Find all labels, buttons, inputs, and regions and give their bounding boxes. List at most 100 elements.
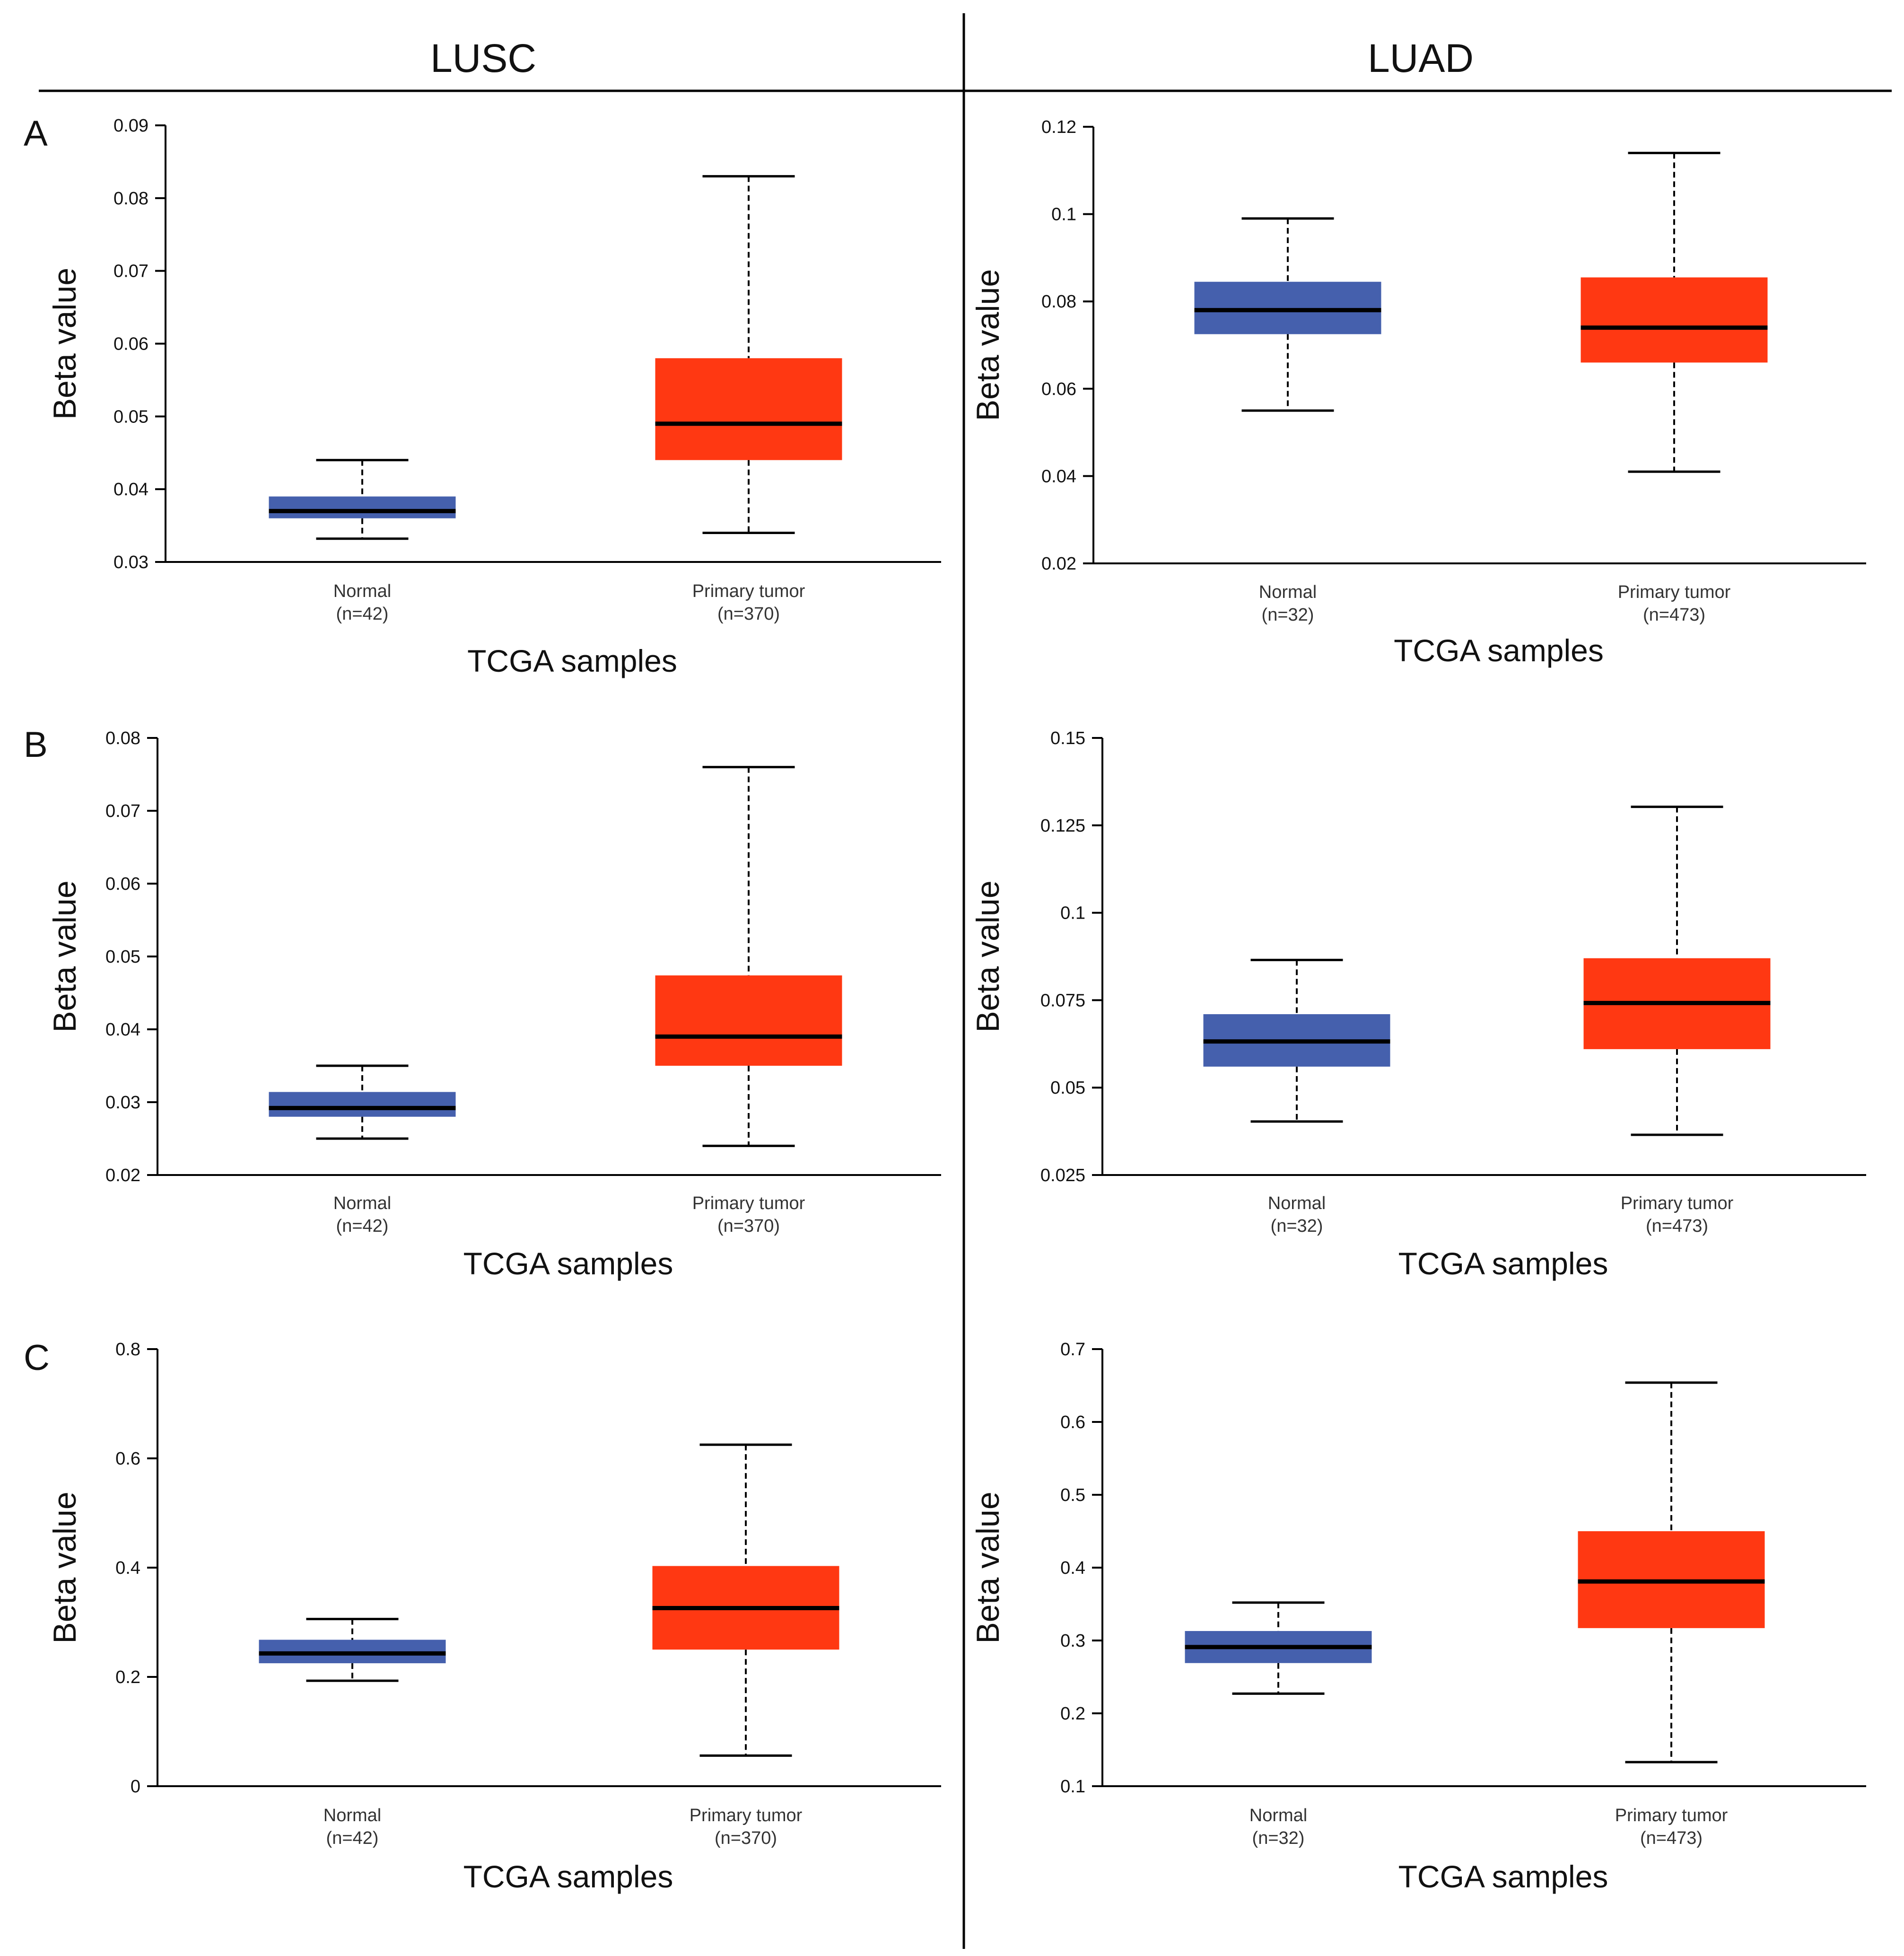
- box-primary-tumor: Primary tumor (n=370): [655, 766, 842, 1236]
- x-category-count: (n=370): [715, 1828, 777, 1848]
- box-normal: Normal (n=32): [1185, 1601, 1372, 1848]
- x-category-count: (n=32): [1271, 1216, 1323, 1236]
- box-normal: Normal (n=32): [1194, 217, 1381, 625]
- x-axis-title: TCGA samples: [1398, 1859, 1608, 1894]
- box-primary-tumor: Primary tumor (n=473): [1581, 151, 1768, 625]
- y-tick-label: 0.06: [105, 874, 140, 894]
- y-tick-label: 0.4: [115, 1558, 140, 1578]
- y-tick-label: 0.2: [115, 1667, 140, 1687]
- box-primary-tumor: Primary tumor (n=370): [652, 1443, 839, 1848]
- x-category-count: (n=370): [717, 1216, 780, 1236]
- row-label-a: A: [24, 114, 48, 154]
- y-tick-label: 0.06: [114, 334, 148, 354]
- y-tick-label: 0.06: [1041, 379, 1076, 399]
- interquartile-box: [655, 358, 842, 460]
- x-axis-title: TCGA samples: [467, 643, 677, 678]
- x-category-count: (n=32): [1262, 605, 1314, 625]
- y-tick-label: 0.05: [114, 407, 148, 427]
- y-tick-label: 0.09: [114, 116, 148, 136]
- y-tick-label: 0.08: [114, 189, 148, 209]
- y-axis-title: Beta value: [47, 1491, 83, 1643]
- x-axis-title: TCGA samples: [1394, 633, 1604, 668]
- x-category-label: Primary tumor: [1621, 1193, 1734, 1213]
- y-axis-title: Beta value: [970, 1491, 1006, 1643]
- row-label-b: B: [24, 725, 48, 765]
- y-tick-label: 0.04: [1041, 466, 1076, 486]
- y-axis-title: Beta value: [970, 269, 1006, 421]
- x-category-label: Normal: [323, 1806, 381, 1825]
- y-tick-label: 0.04: [114, 480, 148, 500]
- box-plot-b-lusc: 0.02 0.03 0.04 0.05 0.06 0.07 0.08 Beta value TC…: [47, 728, 941, 1281]
- box-plot-a-luad: 0.02 0.04 0.06 0.08 0.1 0.12 Beta value TCGA sa…: [970, 117, 1866, 668]
- y-tick-label: 0.7: [1060, 1340, 1085, 1360]
- y-tick-label: 0.6: [1060, 1412, 1085, 1432]
- x-category-label: Primary tumor: [690, 1806, 803, 1825]
- y-tick-label: 0.03: [105, 1093, 140, 1113]
- box-plot-a-lusc: 0.03 0.04 0.05 0.06 0.07 0.08 0.09 Beta value TC…: [47, 116, 941, 678]
- interquartile-box: [269, 496, 456, 518]
- row-label-c: C: [24, 1338, 50, 1378]
- x-category-label: Primary tumor: [692, 581, 805, 601]
- y-tick-label: 0.08: [1041, 292, 1076, 312]
- x-category-count: (n=42): [336, 604, 389, 624]
- y-tick-label: 0.03: [114, 553, 148, 572]
- x-category-label: Primary tumor: [1615, 1806, 1728, 1825]
- x-category-label: Normal: [1259, 582, 1317, 602]
- y-tick-label: 0.1: [1051, 205, 1076, 225]
- box-plot-b-luad: 0.025 0.05 0.075 0.1 0.125 0.15 Beta value TCGA…: [970, 728, 1866, 1281]
- x-category-count: (n=42): [326, 1828, 379, 1848]
- y-tick-label: 0.1: [1060, 1777, 1085, 1797]
- x-category-label: Normal: [1268, 1193, 1326, 1213]
- box-plot-c-luad: 0.1 0.2 0.3 0.4 0.5 0.6 0.7 Beta value TCGA samp…: [970, 1340, 1866, 1894]
- box-normal: Normal (n=42): [269, 459, 456, 624]
- y-tick-label: 0.04: [105, 1020, 140, 1040]
- box-primary-tumor: Primary tumor (n=473): [1583, 806, 1771, 1236]
- interquartile-box: [1194, 281, 1381, 334]
- x-category-count: (n=473): [1640, 1828, 1703, 1848]
- y-tick-label: 0.4: [1060, 1558, 1085, 1578]
- x-category-label: Primary tumor: [1618, 582, 1731, 602]
- box-normal: Normal (n=42): [259, 1618, 446, 1848]
- box-normal: Normal (n=42): [269, 1064, 456, 1236]
- x-category-count: (n=473): [1643, 605, 1705, 625]
- x-category-label: Normal: [333, 581, 391, 601]
- y-tick-label: 0.08: [105, 728, 140, 748]
- y-tick-label: 0.025: [1040, 1166, 1085, 1185]
- x-axis-title: TCGA samples: [1398, 1246, 1608, 1281]
- x-axis-title: TCGA samples: [463, 1246, 673, 1281]
- y-tick-label: 0.8: [115, 1340, 140, 1360]
- x-axis-title: TCGA samples: [463, 1859, 673, 1894]
- box-normal: Normal (n=32): [1203, 958, 1390, 1236]
- x-category-label: Normal: [333, 1193, 391, 1213]
- y-tick-label: 0.07: [105, 801, 140, 821]
- y-tick-label: 0.5: [1060, 1485, 1085, 1505]
- y-tick-label: 0.02: [105, 1166, 140, 1185]
- y-tick-label: 0.3: [1060, 1631, 1085, 1651]
- y-tick-label: 0.075: [1040, 991, 1085, 1010]
- y-axis-title: Beta value: [970, 880, 1006, 1032]
- y-tick-label: 0.6: [115, 1449, 140, 1469]
- box-primary-tumor: Primary tumor (n=473): [1578, 1381, 1765, 1848]
- x-category-count: (n=473): [1646, 1216, 1708, 1236]
- x-category-label: Primary tumor: [692, 1193, 805, 1213]
- y-axis-title: Beta value: [47, 268, 83, 420]
- column-header-luad: LUAD: [1368, 36, 1474, 80]
- interquartile-box: [269, 1092, 456, 1117]
- y-axis-title: Beta value: [47, 880, 83, 1032]
- x-category-count: (n=370): [717, 604, 780, 624]
- y-tick-label: 0.05: [1050, 1078, 1085, 1098]
- x-category-count: (n=32): [1252, 1828, 1305, 1848]
- interquartile-box: [1581, 277, 1768, 363]
- y-tick-label: 0.12: [1041, 117, 1076, 137]
- interquartile-box: [655, 975, 842, 1066]
- y-tick-label: 0.125: [1040, 816, 1085, 836]
- box-primary-tumor: Primary tumor (n=370): [655, 175, 842, 624]
- x-category-count: (n=42): [336, 1216, 389, 1236]
- y-tick-label: 0.15: [1050, 728, 1085, 748]
- y-tick-label: 0.07: [114, 262, 148, 281]
- box-plot-c-lusc: 0 0.2 0.4 0.6 0.8 Beta value TCGA samples Norma…: [47, 1340, 941, 1894]
- y-tick-label: 0.02: [1041, 554, 1076, 574]
- y-tick-label: 0.2: [1060, 1704, 1085, 1724]
- column-header-lusc: LUSC: [430, 36, 536, 80]
